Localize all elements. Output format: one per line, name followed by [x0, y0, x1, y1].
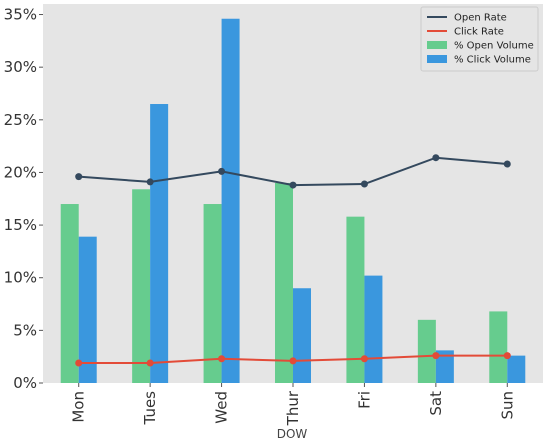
point-click-rate-mon — [75, 359, 83, 367]
point-open-rate-sat — [432, 154, 440, 162]
bar-open-volume-fri — [346, 216, 365, 383]
y-tick-label: 0% — [13, 374, 37, 392]
x-tick-label-sat: Sat — [427, 391, 445, 416]
bar-open-volume-sun — [489, 311, 508, 383]
legend: Open Rate Click Rate % Open Volume % Cli… — [420, 6, 539, 72]
lines-group — [75, 154, 511, 367]
bar-click-volume-wed — [221, 18, 240, 383]
legend-open-rate-label: Open Rate — [454, 13, 507, 24]
y-axis: 0% 5% 10% 15% 20% 25% 30% 35% — [4, 6, 43, 392]
point-click-rate-tues — [146, 359, 154, 367]
x-tick-label-thur: Thur — [284, 390, 302, 426]
point-open-rate-sun — [503, 160, 511, 168]
bars-group — [60, 18, 526, 383]
legend-click-volume-swatch — [427, 55, 447, 63]
x-axis: Mon Tues Wed Thur Fri Sat Sun — [70, 383, 516, 426]
point-open-rate-mon — [75, 173, 83, 181]
y-tick-label: 20% — [4, 163, 37, 181]
bar-click-volume-mon — [78, 236, 97, 383]
bar-click-volume-sat — [435, 350, 454, 383]
y-tick-label: 10% — [4, 269, 37, 287]
y-tick-label: 15% — [4, 216, 37, 234]
bar-open-volume-tues — [132, 189, 151, 383]
x-tick-label-fri: Fri — [355, 391, 373, 409]
point-click-rate-sat — [432, 352, 440, 360]
bar-open-volume-mon — [60, 204, 79, 383]
bar-open-volume-thur — [275, 182, 293, 383]
bar-open-volume-sat — [417, 319, 436, 383]
legend-click-volume-label: % Click Volume — [454, 55, 531, 66]
point-open-rate-thur — [289, 181, 297, 189]
x-tick-label-sun: Sun — [498, 391, 516, 420]
bar-click-volume-sun — [507, 355, 526, 383]
bar-open-volume-wed — [203, 204, 222, 383]
point-open-rate-wed — [218, 167, 226, 175]
legend-open-volume-swatch — [427, 41, 447, 49]
point-click-rate-wed — [218, 355, 226, 363]
legend-open-volume-label: % Open Volume — [454, 41, 534, 52]
bar-click-volume-tues — [150, 104, 169, 383]
x-tick-label-wed: Wed — [213, 391, 231, 424]
legend-click-rate-label: Click Rate — [454, 27, 504, 38]
x-tick-label-mon: Mon — [70, 391, 88, 423]
x-axis-label: DOW — [277, 427, 308, 441]
legend-box — [420, 6, 539, 72]
point-click-rate-fri — [360, 355, 368, 363]
y-tick-label: 35% — [4, 6, 37, 24]
y-tick-label: 5% — [13, 321, 37, 339]
point-click-rate-thur — [289, 357, 297, 365]
bar-click-volume-thur — [293, 288, 311, 383]
y-tick-label: 30% — [4, 58, 37, 76]
point-open-rate-fri — [360, 180, 368, 188]
bar-click-volume-fri — [364, 275, 383, 383]
point-click-rate-sun — [503, 352, 511, 360]
y-tick-label: 25% — [4, 111, 37, 129]
point-open-rate-tues — [146, 178, 154, 186]
x-tick-label-tues: Tues — [141, 391, 159, 426]
